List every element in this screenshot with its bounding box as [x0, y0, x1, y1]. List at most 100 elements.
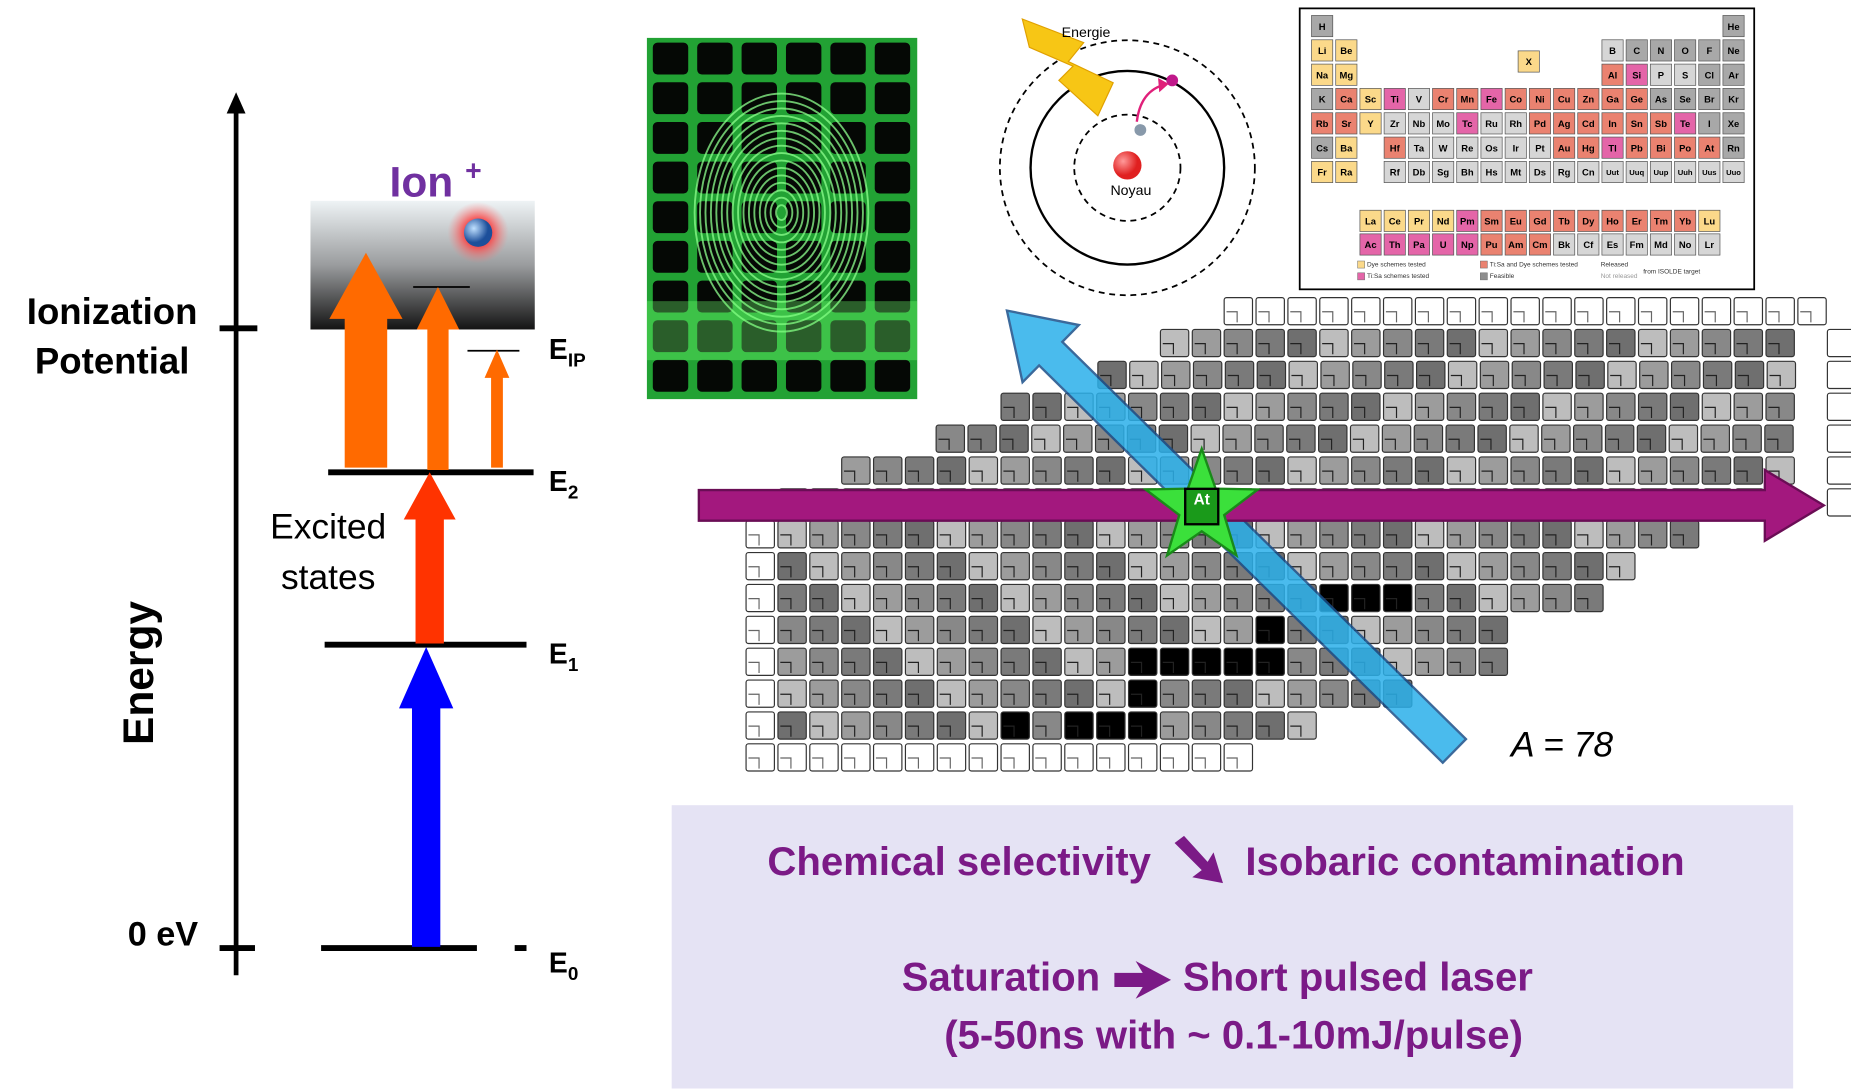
fingerprint-cell — [786, 43, 821, 75]
element-symbol: Nd — [1437, 217, 1450, 228]
element-symbol: Ge — [1630, 95, 1643, 106]
nuclide-cell — [1511, 393, 1539, 420]
nuclide-cell — [1607, 553, 1635, 580]
fingerprint-cell — [830, 82, 865, 114]
legend-label: Not released — [1601, 273, 1638, 280]
element-symbol: K — [1319, 95, 1326, 106]
element-symbol: W — [1439, 143, 1448, 154]
nuclide-cell — [1639, 298, 1667, 325]
element-symbol: Pa — [1413, 240, 1425, 251]
element-symbol: Er — [1632, 217, 1642, 228]
element-symbol: Au — [1558, 143, 1571, 154]
element-symbol: Co — [1509, 95, 1522, 106]
fingerprint-cell — [653, 162, 688, 194]
fingerprint-cell — [697, 360, 732, 392]
element-symbol: Md — [1654, 240, 1668, 251]
nuclide-cell — [937, 553, 965, 580]
summary-text: Isobaric contamination — [1245, 839, 1684, 884]
nuclide-cell — [1160, 553, 1188, 580]
transition-arrow — [1137, 85, 1163, 122]
element-symbol: Am — [1508, 240, 1523, 251]
nuclide-cell — [1607, 298, 1635, 325]
nuclide-cell — [1352, 553, 1380, 580]
element-symbol: Uuo — [1726, 168, 1741, 177]
element-symbol: Ar — [1728, 70, 1739, 81]
nuclide-cell — [1447, 553, 1475, 580]
element-symbol: Cl — [1705, 70, 1714, 81]
element-symbol: Sb — [1655, 119, 1667, 130]
level-index: IP — [568, 350, 586, 371]
nuclide-cell — [1033, 553, 1061, 580]
fingerprint-cell — [786, 360, 821, 392]
element-symbol: Xe — [1728, 119, 1740, 130]
element-label: At — [1194, 492, 1210, 509]
excitation-arrow — [399, 647, 453, 947]
nuclide-cell — [1224, 393, 1252, 420]
fingerprint-cell — [875, 201, 910, 233]
level-label: E1 — [549, 639, 578, 676]
nuclide-cell — [1798, 298, 1826, 325]
level-label: E0 — [549, 948, 578, 985]
summary-text: Chemical selectivity — [767, 839, 1151, 884]
element-symbol: Cs — [1316, 143, 1328, 154]
level-symbol: E — [549, 467, 568, 499]
electron — [1166, 74, 1178, 86]
ion-charge: + — [465, 156, 482, 188]
element-symbol: Lu — [1704, 217, 1716, 228]
element-symbol: Mo — [1436, 119, 1450, 130]
element-symbol: S — [1682, 70, 1688, 81]
legend-label: Feasible — [1490, 273, 1515, 280]
level-label: EIP — [549, 334, 586, 371]
element-symbol: Cm — [1532, 240, 1547, 251]
element-symbol: Mn — [1461, 95, 1475, 106]
element-symbol: Al — [1608, 70, 1617, 81]
nuclide-cell — [1384, 393, 1412, 420]
element-symbol: Uus — [1702, 168, 1716, 177]
nuclide-cell — [1827, 361, 1851, 388]
element-symbol: Ru — [1485, 119, 1498, 130]
nuclide-cell — [1766, 393, 1794, 420]
element-symbol: He — [1728, 22, 1740, 33]
element-symbol: Sg — [1437, 168, 1449, 179]
element-symbol: Hf — [1390, 143, 1401, 154]
element-symbol: Ta — [1414, 143, 1425, 154]
nuclide-cell — [1827, 489, 1851, 516]
nuclide-cell — [874, 553, 902, 580]
nuclide-cell — [1511, 298, 1539, 325]
element-symbol: V — [1416, 95, 1423, 106]
nuclide-cell — [810, 553, 838, 580]
nuclide-cell — [1575, 298, 1603, 325]
fingerprint-cell — [830, 360, 865, 392]
nuclide-cell — [1827, 329, 1851, 356]
element-symbol: U — [1440, 240, 1447, 251]
nuclide-cell — [1352, 393, 1380, 420]
element-symbol: Es — [1607, 240, 1619, 251]
fingerprint-cell — [653, 360, 688, 392]
element-symbol: Fe — [1486, 95, 1497, 106]
nuclide-cell — [1256, 298, 1284, 325]
element-symbol: Zr — [1390, 119, 1400, 130]
element-symbol: Ni — [1535, 95, 1544, 106]
element-symbol: Pu — [1486, 240, 1498, 251]
nuclide-cell — [842, 553, 870, 580]
element-symbol: Y — [1367, 119, 1374, 130]
nuclide-cell — [1447, 393, 1475, 420]
nuclide-cell — [1097, 553, 1125, 580]
nuclide-cell — [1033, 393, 1061, 420]
element-symbol: Ga — [1606, 95, 1619, 106]
nuclide-cell — [1575, 553, 1603, 580]
nuclide-cell — [1479, 393, 1507, 420]
legend-swatch — [1480, 261, 1487, 268]
element-symbol: Pd — [1534, 119, 1546, 130]
element-symbol: Ti — [1391, 95, 1399, 106]
fingerprint-cell — [742, 360, 777, 392]
level-label: E2 — [549, 467, 578, 504]
legend-label: Ti:Sa and Dye schemes tested — [1490, 261, 1578, 268]
fingerprint-cell — [830, 43, 865, 75]
element-symbol: Tb — [1558, 217, 1570, 228]
nuclide-cell — [1607, 393, 1635, 420]
fingerprint-cell — [697, 82, 732, 114]
element-symbol: Kr — [1728, 95, 1739, 106]
fingerprint-cell — [742, 43, 777, 75]
element-symbol: Hg — [1582, 143, 1595, 154]
